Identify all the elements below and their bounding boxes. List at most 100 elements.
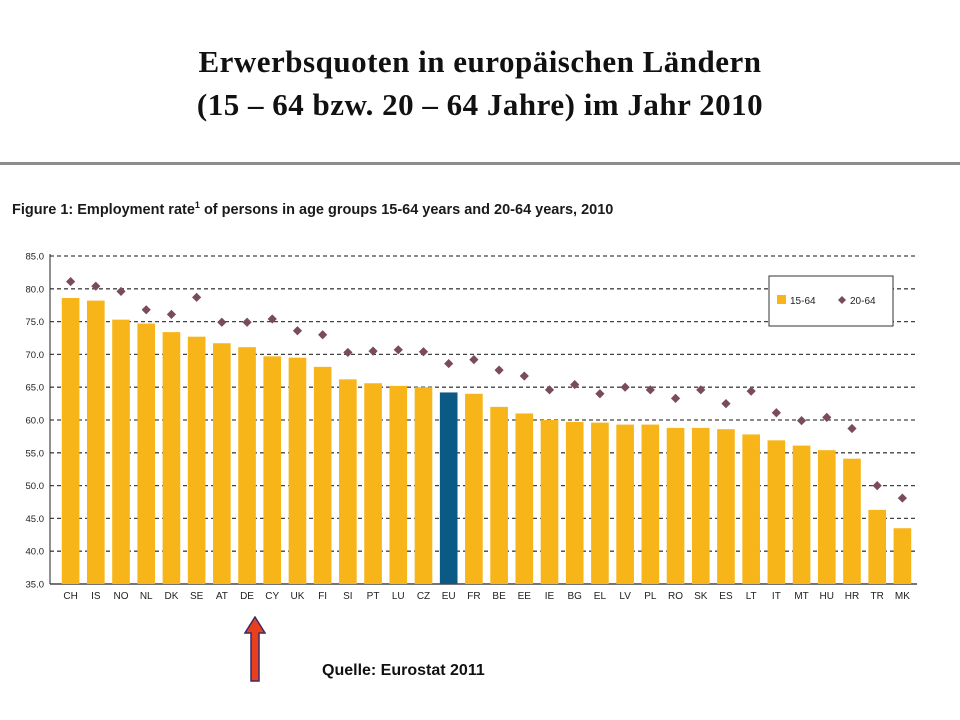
x-tick-label: IS: [91, 591, 101, 600]
marker-uk: [292, 326, 303, 336]
marker-cy: [267, 314, 277, 324]
x-tick-label: BE: [492, 591, 506, 600]
bar-ch: [61, 297, 80, 584]
marker-lu: [393, 345, 403, 355]
figure-label: Figure 1: Employment rate: [12, 201, 195, 218]
y-tick-label: 35.0: [26, 580, 45, 591]
marker-dk: [166, 309, 177, 319]
y-tick-label: 80.0: [26, 284, 45, 295]
x-tick-label: EU: [442, 591, 456, 600]
y-tick-label: 85.0: [26, 252, 45, 263]
marker-be: [494, 365, 504, 375]
title-line-2: (15 – 64 bzw. 20 – 64 Jahre) im Jahr 201…: [196, 87, 764, 122]
footnote-mark: 1: [194, 200, 200, 210]
bar-el: [591, 422, 609, 584]
marker-ro: [670, 393, 681, 403]
title-divider: [0, 162, 960, 165]
x-tick-label: HR: [845, 591, 859, 600]
y-tick-label: 65.0: [26, 383, 45, 394]
marker-es: [721, 399, 731, 409]
x-tick-label: LT: [746, 591, 757, 600]
x-tick-label: ES: [719, 591, 733, 600]
x-tick-label: CZ: [417, 591, 430, 600]
bar-mk: [893, 528, 912, 584]
bar-lu: [389, 385, 408, 584]
y-tick-label: 75.0: [26, 317, 45, 328]
x-tick-label: LV: [619, 591, 631, 600]
bar-it: [767, 440, 786, 584]
x-tick-label: SI: [343, 591, 352, 600]
marker-mt: [796, 416, 807, 426]
bar-ee: [515, 413, 534, 584]
figure-caption-text: of persons in age groups 15-64 years and…: [199, 201, 614, 218]
title-line-1: Erwerbsquoten in europäischen Ländern: [198, 44, 762, 79]
x-tick-label: UK: [291, 591, 305, 600]
bar-be: [490, 406, 508, 584]
x-tick-label: IT: [772, 591, 781, 600]
marker-ie: [544, 385, 555, 395]
x-tick-label: SK: [694, 591, 708, 600]
x-tick-label: DK: [164, 591, 178, 600]
bar-lt: [742, 434, 760, 584]
bar-uk: [288, 357, 307, 584]
figure-caption: Figure 1: Employment rate1 of persons in…: [12, 200, 613, 218]
bar-eu: [439, 392, 458, 584]
bar-no: [112, 319, 130, 584]
marker-de: [242, 317, 252, 327]
y-tick-label: 50.0: [26, 481, 45, 492]
bar-lv: [616, 424, 634, 584]
chart-svg: 35.0 40.0 45.0 50.0 55.0 60.0 65.0 70.0 75.0 80.0…: [26, 252, 917, 602]
marker-se: [192, 292, 202, 302]
x-tick-label: LU: [392, 591, 405, 600]
y-tick-label: 60.0: [26, 416, 45, 427]
bar-se: [187, 336, 206, 584]
marker-nl: [141, 305, 151, 315]
bar-pl: [641, 424, 660, 584]
x-tick-label: CH: [63, 591, 77, 600]
marker-bg: [570, 379, 580, 390]
x-tick-label: DE: [240, 591, 254, 600]
x-tick-label: AT: [216, 591, 228, 600]
x-tick-label: IE: [545, 591, 555, 600]
x-tick-label: HU: [820, 591, 834, 600]
marker-lv: [620, 382, 630, 392]
y-tick-label: 40.0: [26, 547, 45, 558]
legend-label-15-64: 15-64: [790, 296, 816, 307]
legend-box: [768, 275, 894, 327]
bar-bg: [565, 421, 584, 584]
marker-mk: [897, 493, 907, 503]
marker-fr: [469, 355, 479, 365]
bar-is: [86, 300, 105, 584]
bar-at: [213, 343, 231, 584]
source-note: Quelle: Eurostat 2011: [322, 662, 485, 679]
legend-swatch-15-64: [777, 295, 786, 304]
x-tick-label: PL: [644, 591, 657, 600]
bar-fr: [465, 393, 483, 584]
bar-fi: [313, 366, 332, 584]
x-tick-label: NO: [114, 591, 129, 600]
marker-tr: [872, 481, 882, 491]
marker-pt: [368, 346, 378, 356]
bar-hu: [817, 450, 836, 584]
marker-at: [217, 317, 227, 327]
marker-cz: [418, 347, 429, 357]
marker-eu: [444, 358, 454, 369]
x-tick-label: SE: [190, 591, 204, 600]
employment-chart: 35.0 40.0 45.0 50.0 55.0 60.0 65.0 70.0 75.0 80.0…: [12, 240, 930, 602]
marker-el: [595, 389, 605, 399]
bar-cy: [263, 356, 282, 584]
marker-lt: [746, 386, 756, 396]
bar-de: [238, 347, 256, 584]
up-arrow-icon: [244, 616, 266, 682]
x-tick-label: MT: [794, 591, 808, 600]
x-tick-label: MK: [895, 591, 910, 600]
bar-ie: [540, 420, 559, 584]
x-tick-label: BG: [567, 591, 582, 600]
y-tick-label: 55.0: [26, 448, 45, 459]
marker-si: [343, 347, 353, 358]
bar-sk: [691, 427, 710, 584]
bar-mt: [792, 445, 811, 584]
marker-fi: [318, 330, 328, 340]
legend-label-20-64: 20-64: [850, 296, 876, 307]
x-tick-label: TR: [871, 591, 884, 600]
